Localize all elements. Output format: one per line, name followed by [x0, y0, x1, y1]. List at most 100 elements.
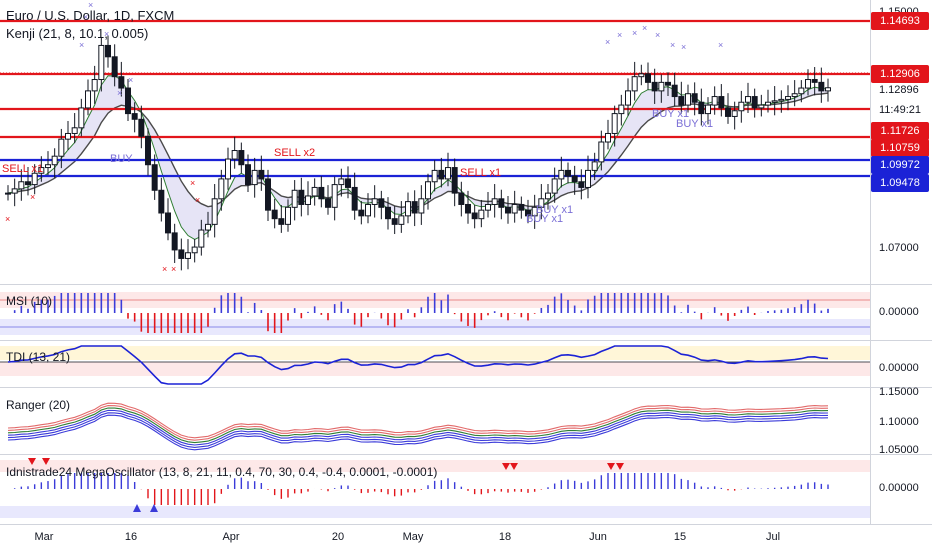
candle-up — [71, 127, 78, 134]
candle-down — [105, 44, 111, 58]
candle-down — [691, 93, 698, 103]
signal-marker: × — [670, 40, 675, 50]
candle-down — [325, 198, 331, 208]
buy-x1-signal-c: BUY x1 — [652, 108, 690, 120]
candle-up — [711, 96, 718, 106]
candle-down — [125, 87, 131, 115]
candle-up — [398, 215, 405, 225]
candle-up — [425, 181, 431, 200]
candle-up — [605, 132, 611, 143]
candle-up — [531, 206, 538, 217]
candle-up — [771, 100, 778, 103]
candle-up — [5, 192, 11, 195]
buy-x1-signal-a: BUY x1 — [536, 204, 574, 216]
candle-down — [378, 198, 385, 208]
candle-down — [678, 96, 685, 106]
candle-up — [185, 252, 191, 259]
candle-up — [365, 203, 371, 217]
signal-marker: × — [83, 12, 88, 22]
candle-down — [238, 150, 245, 166]
sell-left-signal: SELL x1 — [2, 163, 44, 175]
signal-marker: × — [632, 28, 637, 38]
tdi-lower-zone — [0, 362, 870, 376]
candle-down — [698, 101, 705, 115]
candle-down — [171, 232, 178, 251]
candle-up — [198, 229, 205, 248]
candle-up — [285, 206, 291, 225]
signal-marker: × — [88, 0, 93, 10]
candle-down — [165, 212, 171, 234]
candle-up — [78, 107, 85, 129]
candle-up — [51, 155, 58, 166]
candle-up — [598, 141, 605, 163]
msi-indicator-title: MSI (10) — [6, 294, 53, 308]
candle-down — [318, 186, 325, 200]
candle-down — [118, 76, 125, 89]
candle-down — [471, 212, 478, 220]
candle-down — [278, 218, 285, 225]
candle-down — [345, 178, 351, 188]
signal-marker: × — [605, 37, 610, 47]
candle-down — [751, 96, 758, 109]
price-tick-mid: 1.12896 — [879, 84, 919, 96]
candle-down — [145, 135, 151, 166]
candle-up — [631, 76, 638, 92]
candle-up — [338, 178, 345, 186]
candle-down — [138, 118, 145, 137]
candle-up — [218, 178, 225, 200]
mega-sell-arrow — [42, 458, 50, 465]
kenji-fast-line — [7, 75, 829, 240]
candle-up — [311, 186, 318, 197]
time-label-20: 20 — [331, 531, 345, 543]
candle-up — [38, 167, 45, 174]
candle-down — [651, 81, 658, 92]
candle-up — [778, 98, 785, 102]
candle-up — [405, 201, 411, 217]
candle-up — [251, 169, 258, 186]
ranger-indicator-title: Ranger (20) — [6, 398, 71, 412]
candle-up — [205, 223, 211, 231]
time-label-18: 18 — [498, 531, 512, 543]
signal-marker: × — [655, 30, 660, 40]
candle-up — [371, 198, 378, 205]
candle-up — [58, 138, 65, 157]
candle-up — [538, 198, 545, 208]
time-label-jul: Jul — [765, 531, 781, 543]
candle-up — [291, 189, 298, 208]
price-label-6: 1.09478 — [871, 174, 929, 192]
candle-up — [85, 90, 91, 109]
candle-up — [765, 101, 771, 106]
tdi-upper-zone — [0, 346, 870, 360]
candle-up — [791, 93, 798, 98]
signal-marker: × — [190, 178, 195, 188]
signal-marker: × — [5, 214, 10, 224]
mega-sell-arrow — [616, 463, 624, 470]
candle-up — [231, 150, 238, 160]
candle-up — [558, 169, 565, 180]
candle-up — [638, 73, 645, 78]
candle-up — [31, 172, 38, 186]
mega-sell-arrow — [502, 463, 510, 470]
candle-down — [811, 79, 818, 83]
candle-down — [525, 209, 531, 217]
candle-up — [11, 188, 18, 194]
candle-down — [458, 192, 465, 205]
signal-marker: × — [128, 75, 133, 85]
candle-up — [445, 167, 451, 180]
candle-up — [45, 164, 51, 169]
ranger-tick-3: 1.05000 — [879, 444, 919, 456]
ranger-band-line — [7, 402, 829, 439]
mega-sell-arrow — [607, 463, 615, 470]
candle-up — [705, 104, 711, 115]
ranger-band-line — [7, 409, 829, 446]
candle-down — [645, 73, 651, 83]
candle-up — [785, 96, 791, 100]
candle-up — [731, 110, 738, 117]
candle-up — [418, 198, 425, 214]
candle-up — [18, 181, 25, 190]
sell-x2-signal: SELL x2 — [274, 147, 316, 159]
candle-up — [491, 198, 498, 205]
candle-up — [745, 96, 751, 103]
price-label-5: 1.09972 — [871, 156, 929, 174]
